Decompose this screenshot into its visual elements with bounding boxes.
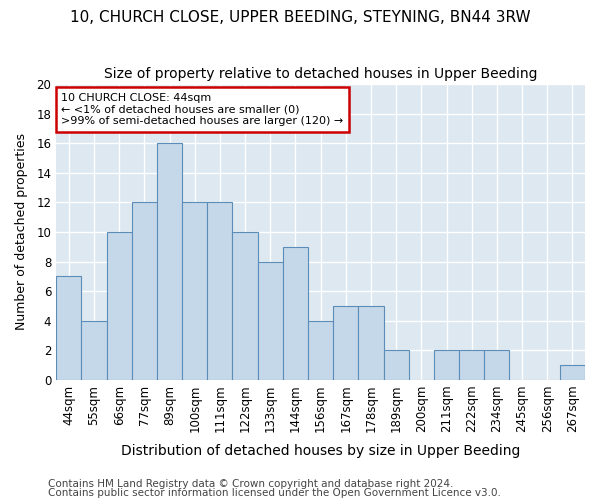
Bar (434, 350, 459, 380)
Bar (308, 320, 333, 380)
Bar (283, 247, 308, 380)
Bar (333, 306, 358, 380)
Text: Contains public sector information licensed under the Open Government Licence v3: Contains public sector information licen… (48, 488, 501, 498)
Y-axis label: Number of detached properties: Number of detached properties (15, 134, 28, 330)
Bar (358, 306, 383, 380)
Bar (207, 202, 232, 380)
Bar (257, 262, 283, 380)
Text: Contains HM Land Registry data © Crown copyright and database right 2024.: Contains HM Land Registry data © Crown c… (48, 479, 454, 489)
X-axis label: Distribution of detached houses by size in Upper Beeding: Distribution of detached houses by size … (121, 444, 520, 458)
Bar (459, 350, 484, 380)
Bar (383, 350, 409, 380)
Bar (82, 320, 107, 380)
Bar (232, 232, 257, 380)
Bar (484, 350, 509, 380)
Text: 10 CHURCH CLOSE: 44sqm
← <1% of detached houses are smaller (0)
>99% of semi-det: 10 CHURCH CLOSE: 44sqm ← <1% of detached… (61, 93, 344, 126)
Bar (157, 143, 182, 380)
Text: 10, CHURCH CLOSE, UPPER BEEDING, STEYNING, BN44 3RW: 10, CHURCH CLOSE, UPPER BEEDING, STEYNIN… (70, 10, 530, 25)
Bar (132, 202, 157, 380)
Bar (107, 232, 132, 380)
Title: Size of property relative to detached houses in Upper Beeding: Size of property relative to detached ho… (104, 68, 538, 82)
Bar (56, 276, 82, 380)
Bar (182, 202, 207, 380)
Bar (560, 365, 585, 380)
